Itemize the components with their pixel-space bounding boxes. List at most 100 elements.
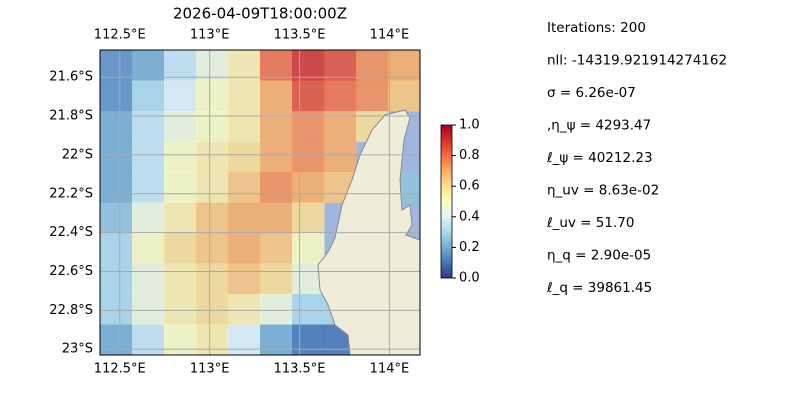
- heat-cell: [260, 172, 293, 203]
- map-title: 2026-04-09T18:00:00Z: [173, 5, 347, 23]
- heat-cell: [356, 80, 389, 112]
- heat-cell: [196, 263, 229, 295]
- heat-cell: [132, 202, 165, 234]
- heat-cell: [196, 202, 229, 234]
- heat-cell: [324, 80, 357, 112]
- info-line: nll: -14319.921914274162: [547, 53, 727, 69]
- colorbar-tick-label: 0.0: [459, 271, 480, 286]
- heat-cell: [164, 263, 197, 295]
- y-tick-label: 22.6°S: [49, 264, 93, 279]
- info-line: ℓ_uv = 51.70: [546, 215, 634, 231]
- heat-cell: [132, 263, 165, 295]
- heat-cell: [164, 172, 197, 203]
- heat-cell: [132, 80, 165, 112]
- heat-cell: [388, 80, 420, 112]
- info-line: Iterations: 200: [547, 20, 646, 36]
- heat-cell: [132, 294, 165, 325]
- info-line: σ = 6.26e-07: [547, 85, 636, 101]
- colorbar-tick-label: 0.2: [459, 240, 480, 255]
- y-tick-label: 22.4°S: [49, 225, 93, 240]
- heat-cell: [132, 324, 165, 355]
- heat-cell: [324, 50, 357, 81]
- colorbar-tick-label: 0.6: [459, 179, 480, 194]
- y-tick-label: 21.8°S: [49, 109, 93, 124]
- heat-cell: [196, 141, 229, 173]
- x-tick-label-bottom: 114°E: [370, 362, 410, 377]
- heat-cell: [196, 50, 229, 81]
- info-line: ℓ_ψ = 40212.23: [546, 150, 653, 166]
- heat-cell: [132, 141, 165, 173]
- y-tick-label: 23°S: [62, 342, 93, 357]
- colorbar-tick-label: 0.8: [459, 148, 480, 163]
- x-tick-label-bottom: 113°E: [190, 362, 230, 377]
- heat-cell: [100, 263, 133, 295]
- heat-cell: [164, 324, 197, 355]
- info-line: ,η_ψ = 4293.47: [547, 118, 651, 134]
- heat-cell: [228, 324, 261, 355]
- x-tick-label-top: 114°E: [370, 28, 410, 43]
- heat-cell: [164, 50, 197, 81]
- heat-cell: [292, 202, 325, 234]
- heat-cell: [100, 233, 133, 264]
- heat-cell: [228, 233, 261, 264]
- heat-cell: [100, 324, 133, 355]
- heat-cell: [260, 233, 293, 264]
- heat-cell: [260, 324, 293, 355]
- heat-cell: [292, 294, 325, 325]
- info-line: η_q = 2.90e-05: [547, 248, 651, 264]
- heat-cell: [100, 172, 133, 203]
- heat-cell: [100, 80, 133, 112]
- heat-cell: [196, 80, 229, 112]
- heat-cell: [164, 294, 197, 325]
- colorbar-tick-label: 1.0: [459, 118, 480, 133]
- heat-cell: [100, 50, 133, 81]
- heat-cell: [292, 141, 325, 173]
- heat-cell: [228, 50, 261, 81]
- x-tick-label-top: 113°E: [190, 28, 230, 43]
- heat-cell: [100, 141, 133, 173]
- y-tick-label: 21.6°S: [49, 70, 93, 85]
- map-frame: [99, 49, 421, 356]
- heat-cell: [196, 233, 229, 264]
- heat-cell: [356, 50, 389, 81]
- heat-cell: [292, 80, 325, 112]
- heat-cell: [292, 324, 325, 355]
- y-tick-label: 22°S: [62, 147, 93, 162]
- info-line: η_uv = 8.63e-02: [547, 183, 659, 199]
- heat-cell: [164, 141, 197, 173]
- heat-cell: [164, 202, 197, 234]
- colorbar-tick-label: 0.4: [459, 209, 480, 224]
- heat-cell: [260, 263, 293, 295]
- heat-cell: [260, 202, 293, 234]
- heat-cell: [132, 172, 165, 203]
- heat-cell: [292, 172, 325, 203]
- heat-cell: [196, 172, 229, 203]
- colorbar: [440, 124, 453, 279]
- heat-cell: [228, 141, 261, 173]
- x-tick-label-bottom: 113.5°E: [274, 362, 326, 377]
- heat-cell: [260, 294, 293, 325]
- heat-cell: [228, 294, 261, 325]
- heat-cell: [292, 233, 325, 264]
- heat-cell: [292, 50, 325, 81]
- heat-cell: [132, 50, 165, 81]
- heat-cell: [228, 80, 261, 112]
- heat-cell: [228, 172, 261, 203]
- x-tick-label-top: 112.5°E: [94, 28, 146, 43]
- heat-cell: [228, 263, 261, 295]
- heat-cell: [100, 294, 133, 325]
- heat-cell: [196, 324, 229, 355]
- heat-cell: [260, 50, 293, 81]
- heat-cell: [196, 294, 229, 325]
- y-tick-label: 22.2°S: [49, 186, 93, 201]
- heat-cell: [388, 50, 420, 81]
- x-tick-label-bottom: 112.5°E: [94, 362, 146, 377]
- heat-cell: [228, 202, 261, 234]
- heat-cell: [260, 141, 293, 173]
- heat-cell: [324, 141, 357, 173]
- heat-cell: [132, 233, 165, 264]
- x-tick-label-top: 113.5°E: [274, 28, 326, 43]
- y-tick-label: 22.8°S: [49, 303, 93, 318]
- info-line: ℓ_q = 39861.45: [546, 280, 652, 296]
